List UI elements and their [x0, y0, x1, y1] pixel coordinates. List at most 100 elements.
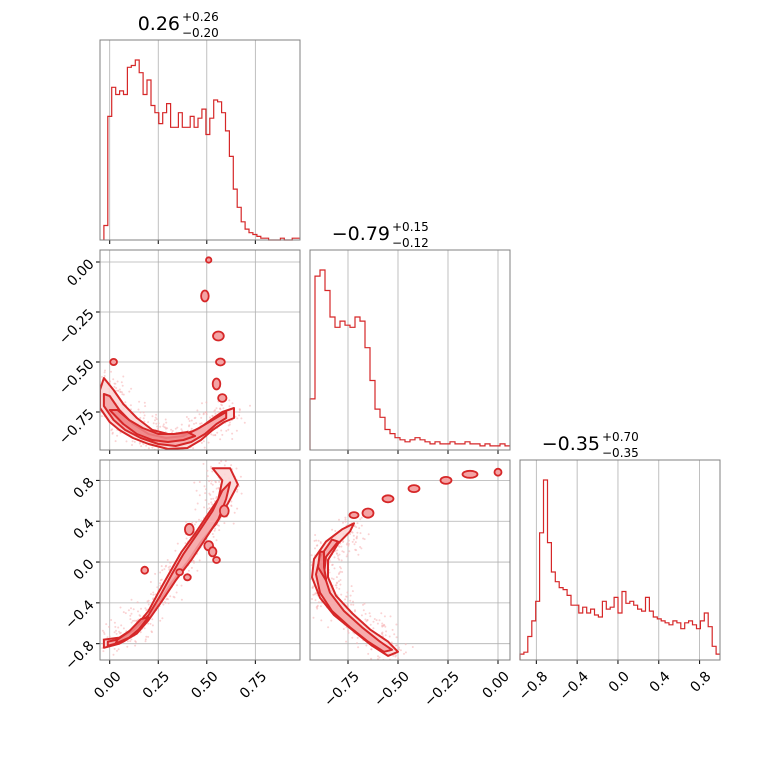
scatter-point	[131, 444, 133, 446]
title-value: 0.26	[138, 13, 180, 35]
scatter-point	[220, 403, 223, 406]
scatter-point	[176, 426, 179, 429]
scatter-point	[215, 407, 218, 410]
scatter-point	[195, 489, 198, 492]
scatter-point	[122, 375, 125, 378]
scatter-point	[120, 381, 123, 384]
scatter-point	[395, 644, 398, 647]
scatter-point	[190, 427, 193, 430]
scatter-point	[228, 421, 231, 424]
scatter-point	[193, 523, 196, 526]
scatter-point	[164, 565, 167, 568]
scatter-point	[204, 492, 207, 495]
scatter-point	[219, 452, 221, 454]
scatter-point	[399, 649, 402, 652]
scatter-point	[142, 443, 145, 446]
scatter-point	[180, 584, 183, 587]
scatter-point	[340, 593, 343, 596]
scatter-point	[131, 619, 134, 622]
scatter-point	[231, 432, 234, 435]
scatter-point	[200, 422, 203, 425]
scatter-point	[193, 422, 195, 425]
scatter-point	[114, 625, 117, 628]
scatter-point	[347, 543, 350, 545]
contour-island	[140, 565, 150, 575]
scatter-point	[301, 569, 303, 571]
scatter-point	[367, 652, 370, 655]
pair-panel-2	[301, 460, 510, 664]
y-tick-label: 0.8	[71, 475, 98, 502]
scatter-point	[159, 619, 162, 622]
scatter-point	[185, 416, 188, 418]
scatter-point	[139, 631, 142, 634]
scatter-point	[392, 654, 395, 657]
scatter-point	[147, 603, 150, 606]
scatter-point	[388, 635, 391, 638]
scatter-point	[213, 529, 216, 532]
scatter-point	[218, 480, 221, 483]
scatter-point	[134, 619, 137, 622]
scatter-point	[119, 431, 122, 434]
scatter-point	[391, 628, 394, 631]
scatter-point	[130, 408, 132, 411]
scatter-point	[196, 502, 199, 505]
scatter-point	[116, 380, 119, 383]
scatter-point	[307, 550, 309, 552]
contour-island	[361, 507, 375, 519]
scatter-point	[144, 405, 147, 408]
scatter-point	[126, 640, 129, 643]
hist-panel-0: 0.26 +0.26 −0.20	[103, 10, 300, 244]
scatter-point	[105, 623, 108, 626]
hist-panel-1: −0.79 +0.15 −0.12	[309, 220, 510, 454]
title-lower: −0.20	[182, 26, 219, 40]
scatter-point	[360, 524, 363, 527]
scatter-point	[143, 414, 146, 417]
scatter-point	[378, 619, 381, 622]
scatter-point	[310, 554, 313, 557]
scatter-point	[312, 593, 315, 596]
scatter-point	[210, 479, 213, 482]
scatter-point	[91, 400, 93, 402]
scatter-point	[130, 638, 133, 641]
scatter-point	[382, 623, 385, 626]
scatter-point	[334, 530, 337, 532]
scatter-point	[369, 623, 372, 626]
scatter-point	[345, 595, 348, 598]
scatter-point	[167, 566, 170, 569]
scatter-point	[156, 425, 159, 428]
scatter-point	[207, 502, 210, 505]
contour-island	[200, 289, 210, 303]
scatter-point	[218, 529, 221, 532]
scatter-point	[381, 622, 384, 625]
scatter-point	[243, 421, 246, 424]
pair-plot-area	[301, 460, 510, 660]
scatter-point	[312, 616, 315, 619]
pair-frame	[99, 249, 301, 451]
scatter-point	[117, 648, 120, 651]
title-lower: −0.35	[602, 446, 639, 460]
scatter-point	[203, 506, 206, 509]
scatter-point	[303, 582, 305, 584]
scatter-point	[235, 429, 238, 432]
hist-step-line	[103, 59, 300, 241]
scatter-point	[306, 560, 308, 562]
scatter-point	[210, 433, 213, 436]
scatter-point	[163, 426, 166, 429]
scatter-point	[352, 603, 355, 606]
scatter-point	[111, 431, 114, 434]
scatter-point	[319, 541, 322, 543]
scatter-point	[397, 657, 400, 660]
pair-frame	[99, 459, 301, 661]
scatter-point	[97, 405, 99, 407]
scatter-point	[339, 570, 342, 573]
scatter-point	[339, 579, 342, 581]
scatter-point	[344, 516, 347, 519]
scatter-point	[147, 622, 150, 625]
scatter-point	[151, 415, 154, 418]
scatter-point	[174, 549, 177, 552]
scatter-point	[151, 624, 154, 627]
scatter-point	[364, 618, 367, 621]
scatter-point	[122, 627, 125, 630]
contour-island	[184, 522, 195, 536]
contour-island	[217, 393, 228, 403]
